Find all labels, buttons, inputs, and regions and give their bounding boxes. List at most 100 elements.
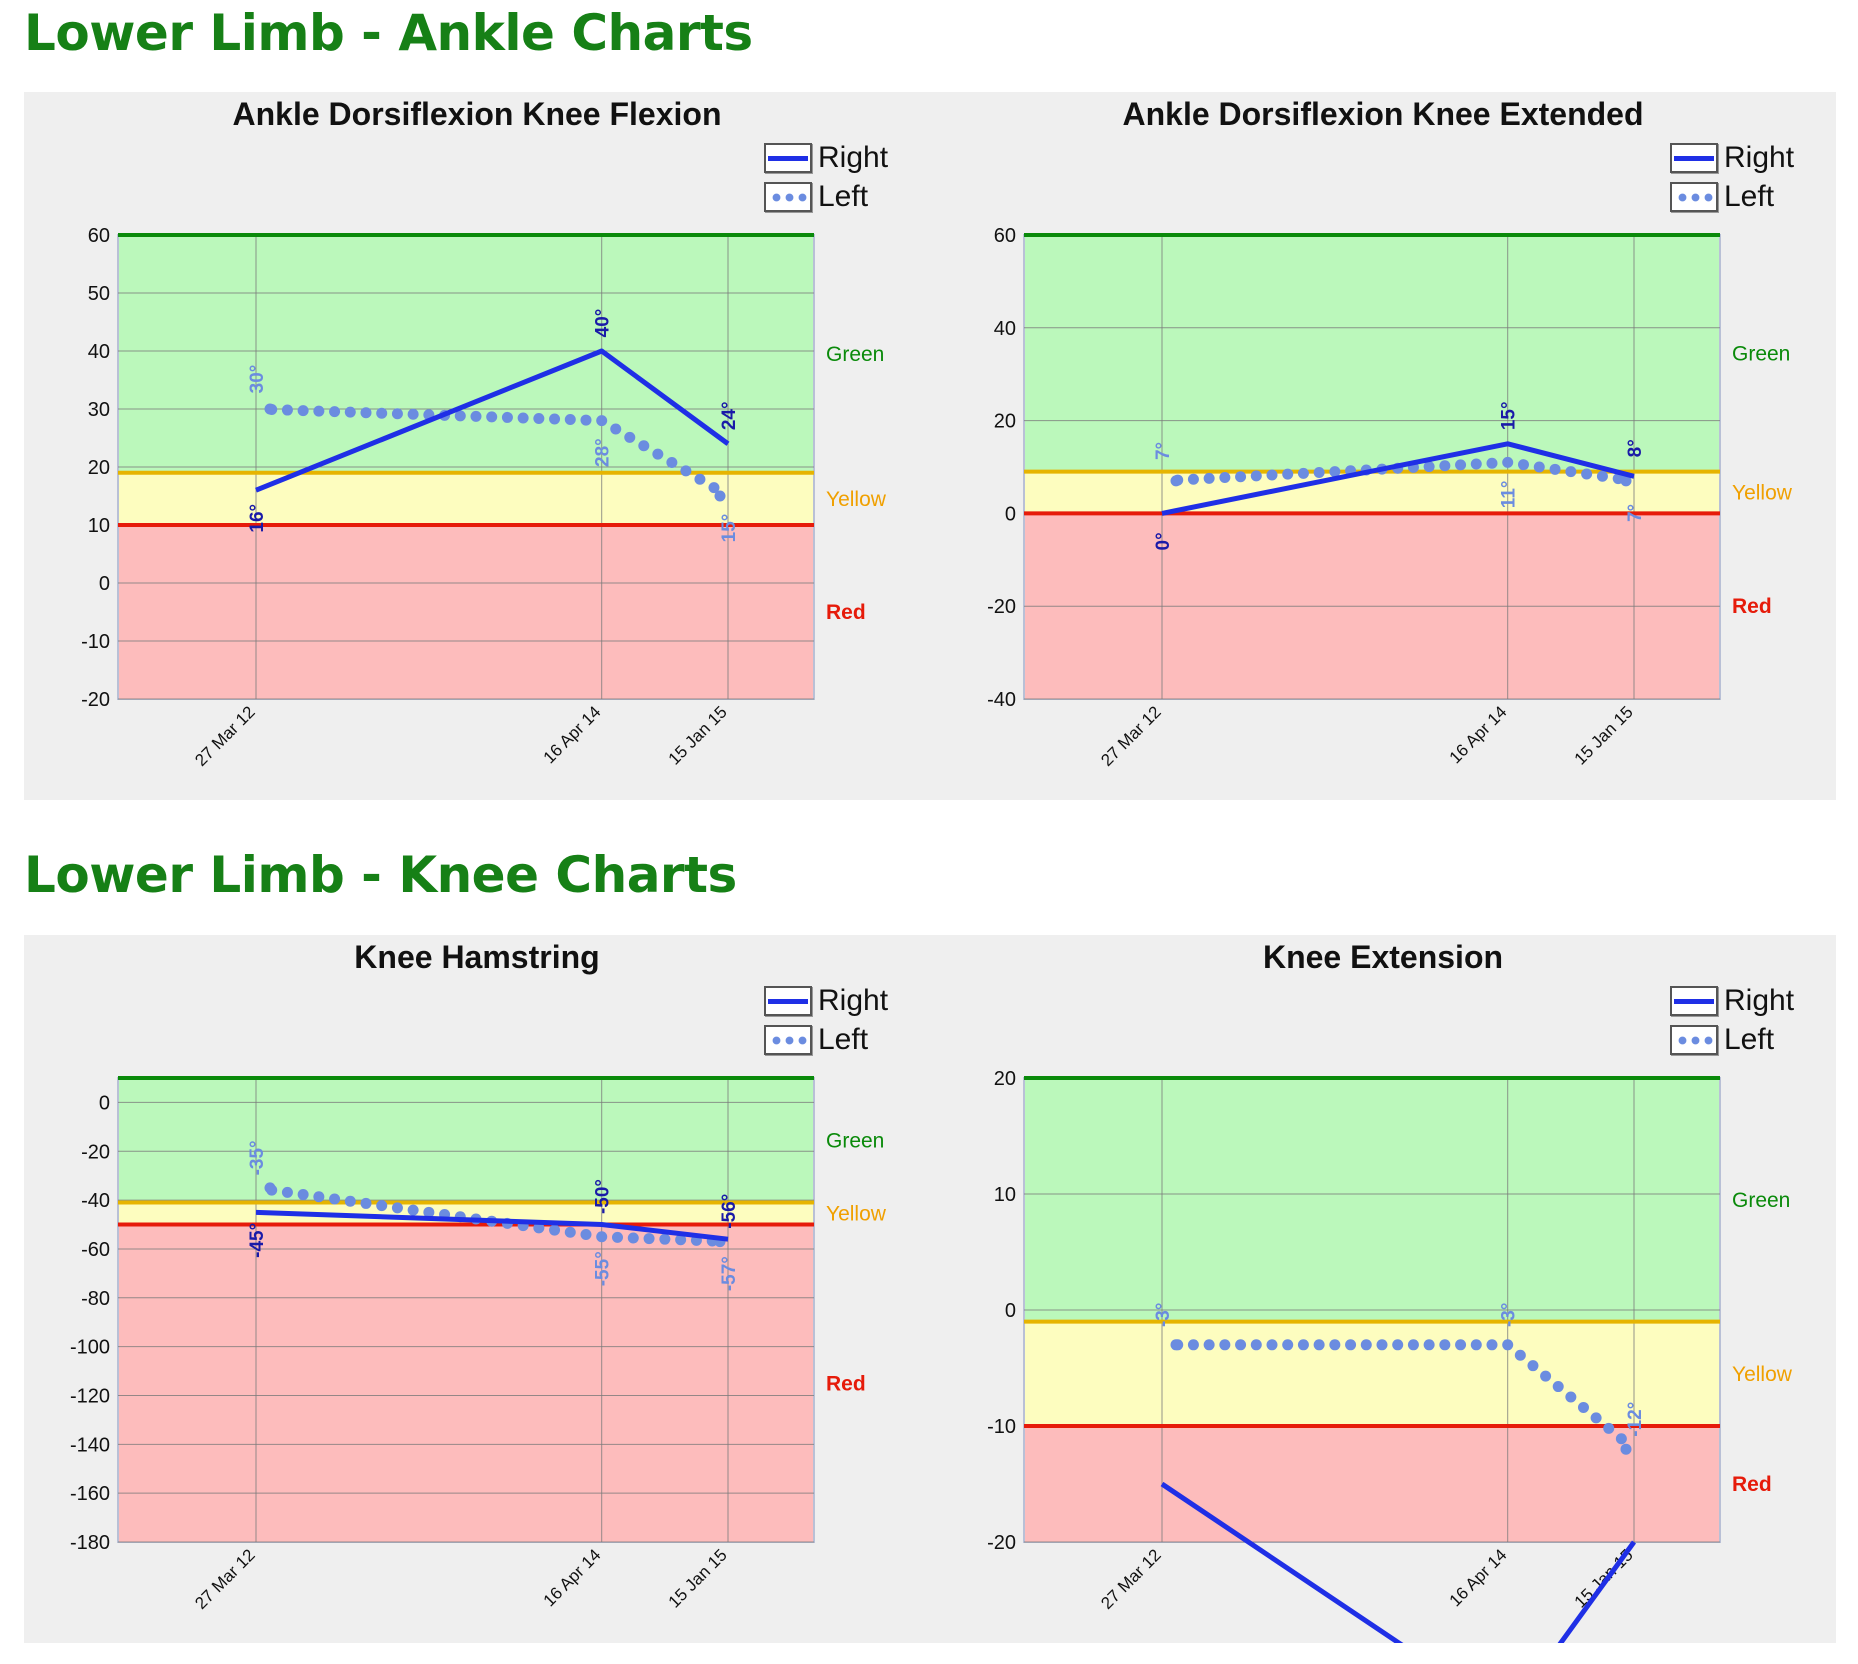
- yellow-zone-label: Yellow: [826, 488, 887, 511]
- left-series-point: [1565, 1391, 1577, 1403]
- left-series-point: [1603, 1422, 1615, 1434]
- left-series-point: [407, 1204, 419, 1216]
- red-zone: [1025, 1426, 1719, 1542]
- left-series-point: [501, 411, 513, 423]
- right-data-label: 24°: [719, 401, 740, 430]
- y-tick-label: 0: [99, 1092, 110, 1114]
- left-series-point: [281, 1186, 293, 1198]
- left-series-point: [344, 406, 356, 418]
- dotted-line-swatch-icon: [764, 1024, 812, 1055]
- left-series-point: [1187, 1339, 1199, 1351]
- green-zone-label: Green: [826, 1129, 884, 1152]
- left-series-point: [580, 1229, 592, 1241]
- left-series-point: [610, 423, 622, 435]
- red-zone: [119, 525, 813, 699]
- y-tick-label: 20: [88, 457, 110, 479]
- left-series-point: [329, 1193, 341, 1205]
- left-series-point: [714, 490, 726, 502]
- left-data-label: 28°: [593, 438, 614, 467]
- x-tick-label: 15 Jan 15: [1571, 702, 1637, 768]
- left-data-label: -3°: [1499, 1303, 1520, 1328]
- left-data-label: -55°: [593, 1251, 614, 1286]
- y-tick-label: 20: [994, 1068, 1016, 1090]
- left-series-point: [1552, 1381, 1564, 1393]
- legend: Right Left: [1670, 138, 1794, 216]
- chart-svg: Green Yellow Red -20 -10 0 10 20 30 40 50 60 27 Mar …: [81, 225, 887, 770]
- left-series-point: [533, 412, 545, 424]
- left-series-point: [1590, 1412, 1602, 1424]
- y-tick-label: -20: [81, 1141, 110, 1163]
- left-series-point: [652, 448, 664, 460]
- left-series-point: [1376, 1339, 1388, 1351]
- left-series-point: [1620, 475, 1632, 487]
- left-series-point: [297, 405, 309, 417]
- y-tick-label: -20: [987, 1532, 1016, 1554]
- y-tick-label: -140: [70, 1434, 110, 1456]
- left-data-label: 11°: [1499, 481, 1520, 509]
- left-series-point: [1250, 1339, 1262, 1351]
- left-series-point: [1266, 469, 1278, 481]
- left-series-point: [407, 408, 419, 420]
- left-series-point: [313, 1191, 325, 1203]
- left-series-point: [549, 1224, 561, 1236]
- left-series-point: [1203, 1339, 1215, 1351]
- left-series-point: [313, 405, 325, 417]
- legend-label: Right: [1724, 140, 1795, 174]
- red-zone: [119, 1224, 813, 1542]
- left-series-point: [470, 410, 482, 422]
- left-data-label: -12°: [1625, 1402, 1646, 1437]
- chart-ankle-knee-extended: Green Yellow Red -40 -20 0 20 40 60 27 Mar 12 16 A…: [930, 92, 1836, 800]
- chart-svg: Green Yellow Red -40 -20 0 20 40 60 27 Mar 12 16 A…: [987, 225, 1793, 770]
- legend-label: Right: [818, 983, 889, 1017]
- green-zone-label: Green: [1732, 1189, 1790, 1212]
- left-series-point: [580, 414, 592, 426]
- left-series-point: [533, 1222, 545, 1234]
- yellow-zone: [1025, 1321, 1719, 1426]
- left-series-point: [1329, 466, 1341, 478]
- right-series-line: [255, 348, 730, 493]
- right-series-line: [1160, 1481, 1637, 1643]
- left-series-point: [1423, 461, 1435, 473]
- left-series-point: [1527, 1360, 1539, 1372]
- legend-item-left: Left: [764, 1020, 888, 1059]
- y-tick-label: 40: [88, 341, 110, 363]
- legend-item-right: Right: [764, 981, 888, 1020]
- left-series-point: [1423, 1339, 1435, 1351]
- left-data-label: 15°: [719, 514, 740, 543]
- y-tick-label: -100: [70, 1337, 110, 1359]
- left-series-point: [1172, 1339, 1184, 1351]
- left-series-point: [281, 404, 293, 416]
- left-series-point: [1549, 463, 1561, 475]
- section-title-knee: Lower Limb - Knee Charts: [24, 846, 737, 904]
- left-series-point: [1203, 472, 1215, 484]
- y-tick-label: -20: [987, 596, 1016, 618]
- right-data-label: 8°: [1625, 439, 1646, 457]
- left-series-point: [1250, 470, 1262, 482]
- left-data-label: -3°: [1153, 1303, 1174, 1328]
- left-series-point: [1470, 458, 1482, 470]
- right-data-label: 0°: [1153, 532, 1174, 550]
- left-series-point: [1313, 1339, 1325, 1351]
- red-zone-label: Red: [1732, 1473, 1772, 1496]
- green-zone-label: Green: [826, 343, 884, 366]
- left-series-point: [1581, 468, 1593, 480]
- solid-line-swatch-icon: [764, 985, 812, 1016]
- chart-title: Ankle Dorsiflexion Knee Extended: [1122, 96, 1644, 132]
- left-series-point: [1502, 456, 1514, 468]
- left-series-point: [360, 1197, 372, 1209]
- chart-knee-extension: Green Yellow Red -20 -10 0 10 20 27 Mar 12 16 Apr…: [930, 935, 1836, 1643]
- left-series-point: [391, 1202, 403, 1214]
- left-series-point: [1577, 1401, 1589, 1413]
- y-tick-label: 60: [994, 225, 1016, 247]
- solid-line-swatch-icon: [764, 142, 812, 173]
- y-tick-label: 10: [994, 1184, 1016, 1206]
- left-series-point: [1540, 1370, 1552, 1382]
- left-series-point: [1392, 1339, 1404, 1351]
- yellow-zone: [119, 1202, 813, 1225]
- left-series-point: [564, 1226, 576, 1238]
- left-series-point: [266, 1184, 278, 1196]
- left-series-point: [1486, 1339, 1498, 1351]
- legend-label: Left: [1724, 1022, 1775, 1056]
- left-series-point: [666, 456, 678, 468]
- left-series-point: [708, 482, 720, 494]
